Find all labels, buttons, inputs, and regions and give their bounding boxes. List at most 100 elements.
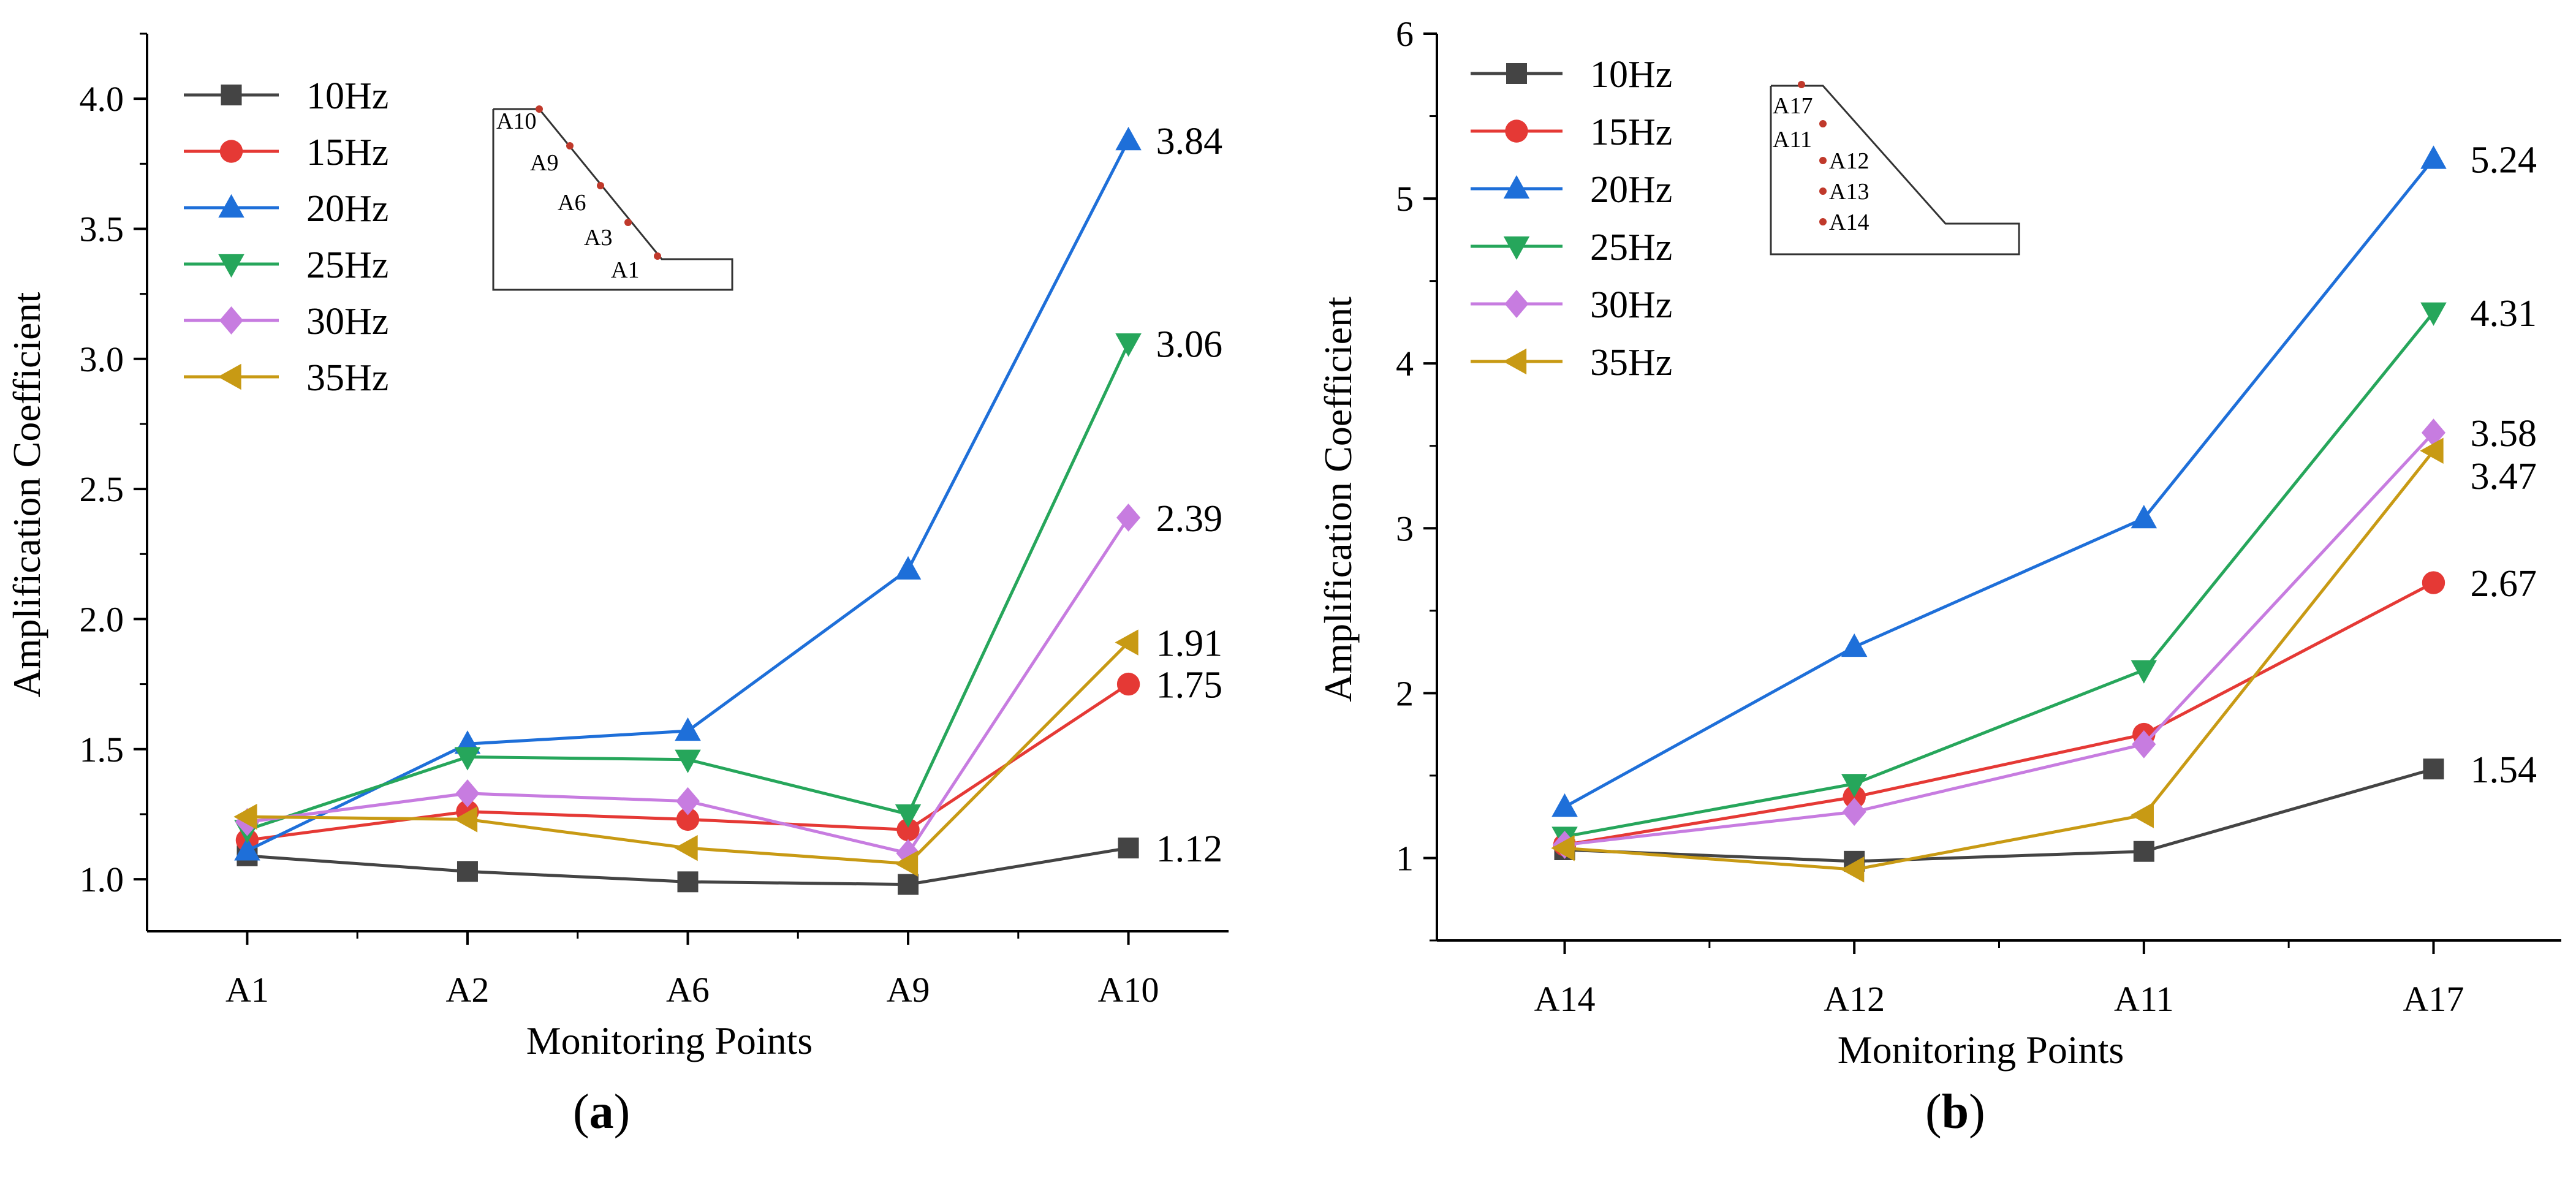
slope-inset: A17 A11 A12 A13 A14 — [1770, 81, 2020, 255]
series-line — [1564, 311, 2435, 838]
x-tick-label: A6 — [666, 970, 710, 1010]
data-point — [234, 837, 260, 861]
data-point — [898, 874, 919, 895]
y-tick-label: 3.0 — [80, 339, 124, 379]
data-label: 3.84 — [1156, 121, 1223, 162]
legend-marker — [1503, 236, 1530, 260]
y-tick-label: 2.5 — [80, 469, 124, 509]
data-point — [2130, 802, 2154, 828]
data-point — [1842, 798, 1866, 826]
data-label: 3.47 — [2470, 456, 2537, 497]
monitoring-point-dot — [654, 252, 661, 260]
monitoring-point-label: A17 — [1773, 93, 1813, 119]
x-tick-label: A11 — [2114, 979, 2174, 1019]
x-tick-label: A2 — [446, 970, 490, 1010]
data-point — [676, 808, 700, 831]
legend-label: 10Hz — [306, 75, 388, 117]
data-point — [2133, 841, 2154, 862]
data-label: 2.39 — [1156, 498, 1223, 540]
data-point — [2423, 758, 2444, 780]
data-point — [894, 850, 919, 877]
legend-label: 25Hz — [1590, 227, 1672, 268]
y-tick-label: 4.0 — [80, 79, 124, 119]
y-tick-label: 1 — [1396, 838, 1414, 878]
data-point — [1551, 835, 1575, 861]
monitoring-point-dot — [1819, 157, 1827, 164]
data-label: 2.67 — [2470, 563, 2537, 605]
monitoring-point-dot — [1819, 120, 1827, 127]
monitoring-point-dot — [597, 182, 604, 189]
data-point — [675, 787, 700, 815]
monitoring-point-label: A10 — [496, 108, 536, 134]
monitoring-point-label: A6 — [558, 190, 586, 216]
monitoring-point-dot — [1798, 81, 1805, 88]
x-tick-label: A1 — [225, 970, 269, 1010]
x-axis-title: Monitoring Points — [1838, 1028, 2124, 1072]
data-point — [1115, 127, 1142, 151]
data-point — [1115, 333, 1142, 357]
data-point — [233, 803, 257, 830]
monitoring-point-label: A12 — [1829, 148, 1869, 174]
series-35Hz — [233, 629, 1138, 877]
series-line — [1564, 767, 2434, 863]
x-tick-label: A10 — [1098, 970, 1159, 1010]
data-point — [2420, 302, 2447, 326]
data-point — [1116, 672, 1140, 696]
monitoring-point-label: A13 — [1829, 179, 1869, 205]
y-tick-label: 3.5 — [80, 209, 124, 249]
data-point — [2420, 437, 2444, 464]
legend-label: 10Hz — [1590, 54, 1672, 96]
y-tick-label: 6 — [1396, 14, 1414, 54]
legend-marker — [1506, 63, 1527, 84]
legend-marker — [219, 306, 244, 335]
chart-panel-b: 1 2 3 4 5 6 A14 A12 A11 A17 Monitoring Points Ampli… — [1316, 14, 2561, 1072]
legend-label: 20Hz — [1590, 169, 1672, 211]
monitoring-point-dot — [536, 105, 543, 113]
monitoring-point-label: A9 — [530, 150, 558, 176]
data-point — [896, 818, 920, 842]
data-point — [1841, 857, 1865, 883]
data-label: 1.91 — [1156, 623, 1223, 665]
data-label: 4.31 — [2470, 293, 2537, 335]
x-axis-title: Monitoring Points — [526, 1019, 813, 1062]
legend-marker — [1504, 290, 1529, 318]
data-label: 3.58 — [2470, 413, 2537, 455]
legend-label: 15Hz — [1590, 112, 1672, 153]
series-20Hz — [234, 127, 1142, 861]
data-label: 1.54 — [2470, 749, 2537, 791]
legend: 10Hz 15Hz 20Hz 25Hz 30Hz 35Hz — [184, 75, 388, 399]
data-point — [674, 834, 698, 861]
legend-label: 30Hz — [306, 301, 388, 342]
panel-a-label: (a) — [573, 1085, 631, 1139]
data-label: 1.12 — [1156, 828, 1223, 870]
legend-marker — [1505, 119, 1528, 143]
y-tick-label: 1.0 — [80, 860, 124, 899]
panel-b-label: (b) — [1925, 1085, 1985, 1139]
legend-marker — [218, 363, 241, 390]
series-30Hz — [235, 503, 1141, 868]
legend-marker — [218, 194, 244, 218]
data-point — [2422, 571, 2445, 594]
legend-marker — [218, 254, 244, 278]
monitoring-point-label: A11 — [1773, 127, 1812, 153]
chart-panel-a: 1.01.52.02.53.03.54.0A1 A2 A6 A9 A10Monitori… — [5, 32, 1229, 1062]
legend-marker — [1502, 348, 1527, 375]
y-axis-title: Amplification Coefficient — [5, 292, 48, 697]
monitoring-point-dot — [1819, 187, 1827, 195]
monitoring-point-label: A1 — [611, 257, 639, 283]
data-point — [1841, 774, 1868, 798]
data-label: 1.75 — [1156, 665, 1223, 706]
data-point — [2421, 418, 2446, 447]
y-tick-label: 3 — [1396, 509, 1414, 548]
data-label: 3.06 — [1156, 323, 1223, 365]
series-20Hz — [1551, 145, 2447, 817]
y-tick-label: 5 — [1396, 179, 1414, 219]
legend-marker — [1503, 175, 1530, 199]
data-point — [456, 861, 478, 882]
data-point — [895, 556, 922, 580]
data-point — [675, 749, 701, 773]
series-line — [1564, 581, 2434, 847]
monitoring-point-label: A14 — [1829, 210, 1869, 235]
